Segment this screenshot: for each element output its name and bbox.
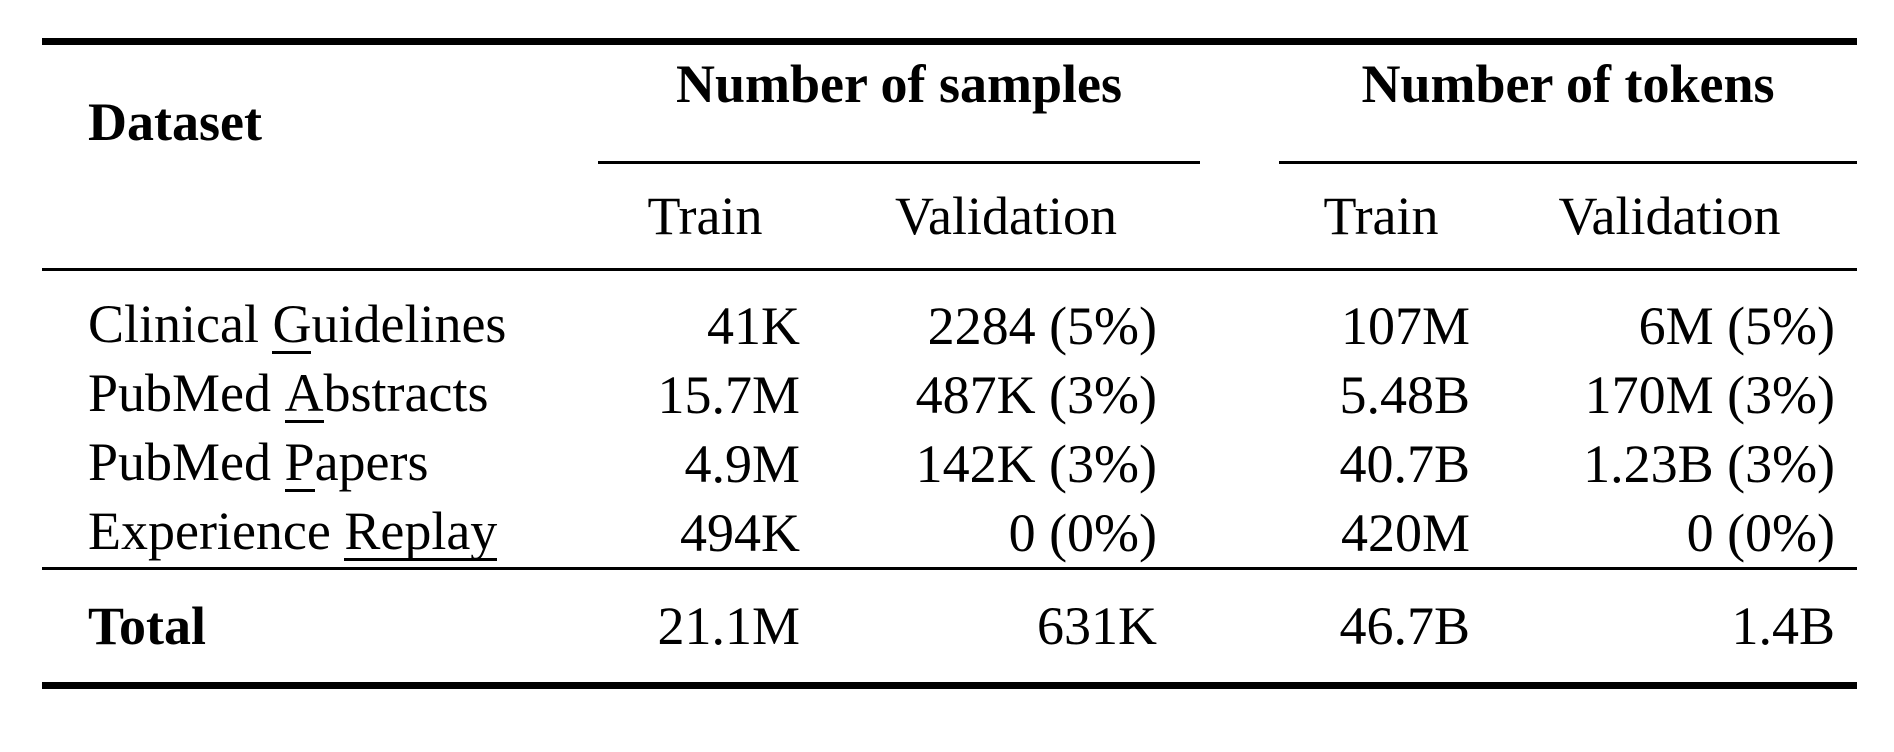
- dataset-name: PubMed Papers: [42, 429, 598, 498]
- dataset-name-suffix: uidelines: [311, 294, 507, 354]
- tokens-train-value: 40.7B: [1339, 433, 1471, 494]
- tokens-train-value: 5.48B: [1339, 364, 1471, 425]
- tokens-group-label: Number of tokens: [1279, 47, 1858, 164]
- dataset-name-underlined: P: [284, 432, 315, 492]
- dataset-name-prefix: PubMed: [88, 432, 285, 492]
- samples-validation-value: 487K (3%): [915, 364, 1158, 425]
- tokens-group-header-cell: Number of tokens: [1200, 42, 1858, 164]
- samples-train-value: 41K: [707, 295, 800, 356]
- total-label: Total: [88, 596, 207, 656]
- tokens-validation-value: 6M (5%): [1638, 295, 1836, 356]
- dataset-name-suffix: apers: [314, 432, 429, 492]
- dataset-name-prefix: Experience: [88, 501, 345, 561]
- table-row-experience-replay: Experience Replay 494K 0 (0%) 420M 0 (0%…: [42, 498, 1858, 570]
- dataset-name-prefix: PubMed: [88, 363, 285, 423]
- subcolumn-header-row: Train Validation Train Validation: [42, 163, 1858, 271]
- table-row-clinical-guidelines: Clinical Guidelines 41K 2284 (5%) 107M 6…: [42, 270, 1857, 361]
- samples-validation-value: 2284 (5%): [927, 295, 1158, 356]
- samples-validation-value: 0 (0%): [812, 498, 1201, 570]
- samples-group-header-cell: Number of samples: [598, 42, 1201, 164]
- total-samples-validation-value: 631K: [1037, 596, 1158, 656]
- samples-train-value: 494K: [598, 498, 812, 570]
- dataset-name-underlined: A: [284, 363, 324, 423]
- table-row-total: Total 21.1M 631K 46.7B 1.4B: [42, 569, 1857, 686]
- tokens-train-value: 420M: [1200, 498, 1483, 570]
- dataset-name-prefix: Clinical: [88, 294, 273, 354]
- total-tokens-train-value: 46.7B: [1339, 596, 1471, 656]
- dataset-statistics-table: Dataset Number of samples Number of toke…: [42, 38, 1858, 689]
- dataset-name-underlined: G: [272, 294, 312, 354]
- table-row-pubmed-papers: PubMed Papers 4.9M 142K (3%) 40.7B 1.23B…: [42, 429, 1857, 498]
- total-tokens-validation-value: 1.4B: [1731, 596, 1836, 656]
- table-row-pubmed-abstracts: PubMed Abstracts 15.7M 487K (3%) 5.48B 1…: [42, 360, 1857, 429]
- samples-validation-value: 142K (3%): [915, 433, 1158, 494]
- dataset-name: PubMed Abstracts: [42, 360, 598, 429]
- tokens-validation-value: 170M (3%): [1584, 364, 1836, 425]
- tokens-train-value: 107M: [1341, 295, 1471, 356]
- tokens-validation-value: 1.23B (3%): [1583, 433, 1836, 494]
- dataset-name: Experience Replay: [42, 498, 598, 570]
- samples-validation-header: Validation: [812, 163, 1201, 271]
- samples-group-label: Number of samples: [598, 47, 1201, 164]
- samples-train-header: Train: [598, 163, 812, 271]
- tokens-train-header: Train: [1200, 163, 1483, 271]
- dataset-name-suffix: bstracts: [323, 363, 489, 423]
- total-samples-train-value: 21.1M: [657, 596, 800, 656]
- tokens-validation-header: Validation: [1482, 163, 1858, 271]
- samples-train-value: 4.9M: [684, 433, 800, 494]
- dataset-column-header: Dataset: [42, 41, 598, 271]
- group-header-row: Dataset Number of samples Number of toke…: [42, 41, 1858, 271]
- tokens-validation-value: 0 (0%): [1482, 498, 1858, 570]
- samples-train-value: 15.7M: [657, 364, 800, 425]
- dataset-name: Clinical Guidelines: [42, 270, 598, 361]
- dataset-name-underlined: Replay: [344, 501, 498, 561]
